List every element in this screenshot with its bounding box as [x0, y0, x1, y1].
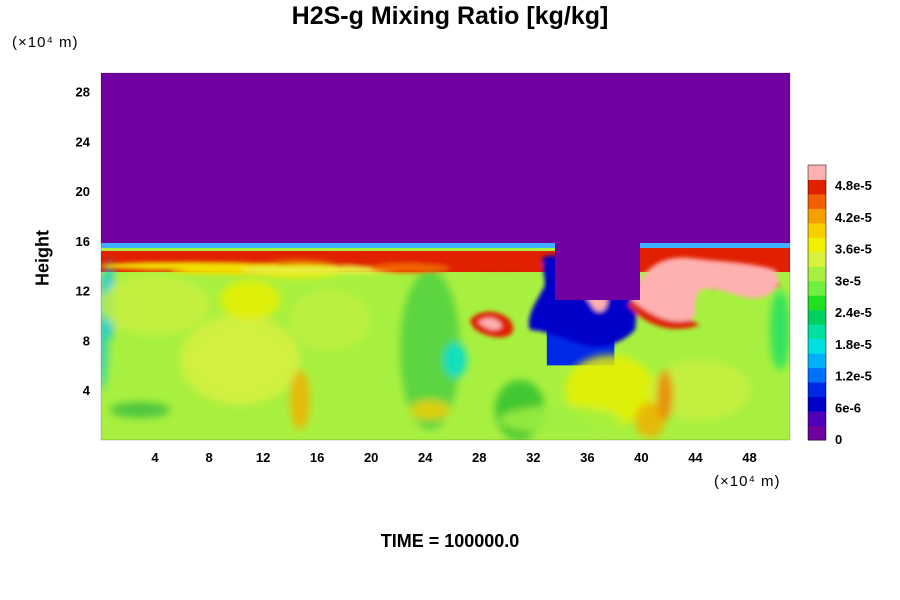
- swirl: [400, 270, 460, 430]
- x-tick-label: 28: [472, 450, 486, 465]
- y-tick-label: 12: [76, 284, 90, 299]
- colorbar-segment: [808, 208, 826, 224]
- swirl: [443, 342, 467, 378]
- swirl: [290, 370, 310, 430]
- colorbar-segment: [808, 338, 826, 354]
- colorbar-segment: [808, 411, 826, 427]
- right-tongue: [632, 257, 779, 322]
- region-upper-clear: [101, 73, 790, 248]
- colorbar-tick-label: 1.8e-5: [835, 337, 872, 352]
- x-tick-label: 16: [310, 450, 324, 465]
- colorbar-segment: [808, 353, 826, 369]
- x-tick-label: 32: [526, 450, 540, 465]
- swirl: [220, 280, 280, 320]
- colorbar-segment: [808, 237, 826, 253]
- colorbar-segment: [808, 382, 826, 398]
- swirl: [180, 315, 300, 405]
- x-tick-label: 36: [580, 450, 594, 465]
- swirl: [650, 360, 750, 420]
- colorbar-tick-label: 6e-6: [835, 400, 861, 415]
- colorbar-tick-label: 0: [835, 432, 842, 447]
- swirl: [565, 355, 655, 425]
- swirl: [101, 275, 210, 335]
- colorbar: 0 6e-6 1.2e-5 1.8e-5 2.4e-5 3e-5 3.6e-5 4.2e-5 4…: [807, 164, 872, 447]
- colorbar-tick-label: 2.4e-5: [835, 305, 872, 320]
- colorbar-segment: [808, 280, 826, 296]
- y-tick-label: 24: [76, 134, 91, 149]
- colorbar-frame: [807, 164, 827, 441]
- colorbar-segment: [808, 251, 826, 267]
- colorbar-tick-label: 3e-5: [835, 273, 861, 288]
- swirl: [635, 402, 665, 438]
- x-unit-label: (×10⁴ m): [714, 473, 781, 490]
- swirl: [500, 406, 620, 434]
- x-tick-label: 48: [742, 450, 756, 465]
- x-tick-label: 24: [418, 450, 433, 465]
- x-tick-label: 40: [634, 450, 648, 465]
- filament: [370, 263, 450, 273]
- colorbar-segment: [808, 266, 826, 282]
- y-tick-label: 8: [83, 333, 90, 348]
- x-tick-label: 44: [688, 450, 703, 465]
- y-tick-label: 20: [76, 184, 90, 199]
- swirl: [110, 402, 170, 418]
- chart-title: H2S-g Mixing Ratio [kg/kg]: [291, 2, 609, 30]
- colorbar-segment: [808, 295, 826, 311]
- swirl: [410, 400, 450, 420]
- y-tick-label: 28: [76, 85, 90, 100]
- filament: [101, 262, 280, 270]
- plot-area: [101, 73, 790, 440]
- colorbar-segment: [808, 367, 826, 383]
- y-tick-label: 16: [76, 234, 90, 249]
- y-unit-label: (×10⁴ m): [12, 34, 79, 51]
- right-tongue-edge: [628, 300, 700, 329]
- x-tick-label: 12: [256, 450, 270, 465]
- filament: [450, 261, 550, 269]
- swirl: [770, 290, 790, 370]
- transition-strip: [640, 243, 790, 248]
- colorbar-tick-label: 3.6e-5: [835, 242, 872, 257]
- colorbar-segment: [808, 324, 826, 340]
- x-tick-label: 4: [151, 450, 159, 465]
- colorbar-segment: [808, 179, 826, 195]
- x-tick-label: 20: [364, 450, 378, 465]
- x-tick-label: 8: [205, 450, 212, 465]
- region-upper-clear-dip: [555, 240, 640, 293]
- colorbar-tick-label: 4.2e-5: [835, 210, 872, 225]
- colorbar-segment: [808, 309, 826, 325]
- transition-strip: [101, 243, 561, 248]
- y-tick-label: 4: [83, 383, 91, 398]
- colorbar-tick-label: 1.2e-5: [835, 369, 872, 384]
- colorbar-segment: [808, 222, 826, 238]
- swirl: [290, 290, 370, 350]
- plot-frame: [100, 72, 791, 441]
- colorbar-tick-label: 4.8e-5: [835, 178, 872, 193]
- colorbar-segment: [808, 193, 826, 209]
- time-label: TIME = 100000.0: [380, 531, 520, 551]
- swirl: [657, 370, 673, 420]
- colorbar-segment: [808, 396, 826, 412]
- transition-strip: [101, 248, 561, 251]
- colorbar-segment: [808, 425, 826, 441]
- field-texture-soft: [101, 260, 790, 440]
- colorbar-segment: [808, 165, 826, 180]
- plume-edge: [478, 318, 502, 330]
